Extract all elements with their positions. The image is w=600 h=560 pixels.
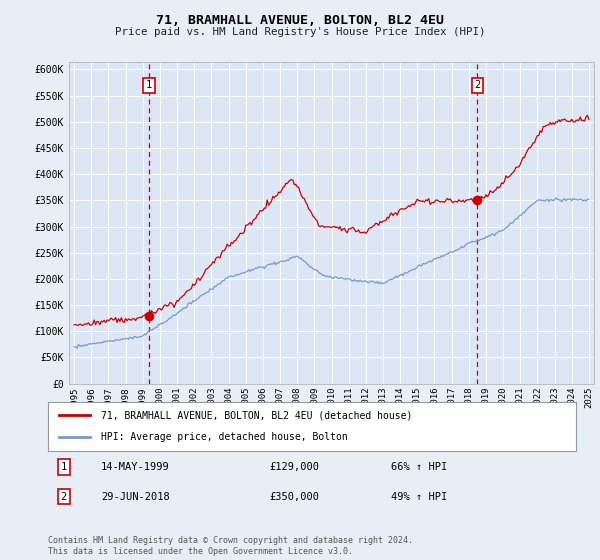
- Text: 2: 2: [474, 80, 481, 90]
- Text: 29-JUN-2018: 29-JUN-2018: [101, 492, 170, 502]
- Text: 66% ↑ HPI: 66% ↑ HPI: [391, 462, 448, 472]
- Text: 2: 2: [61, 492, 67, 502]
- Text: £350,000: £350,000: [270, 492, 320, 502]
- Text: Contains HM Land Registry data © Crown copyright and database right 2024.
This d: Contains HM Land Registry data © Crown c…: [48, 536, 413, 556]
- Text: 71, BRAMHALL AVENUE, BOLTON, BL2 4EU (detached house): 71, BRAMHALL AVENUE, BOLTON, BL2 4EU (de…: [101, 410, 412, 421]
- Text: HPI: Average price, detached house, Bolton: HPI: Average price, detached house, Bolt…: [101, 432, 347, 442]
- Text: 1: 1: [146, 80, 152, 90]
- Text: 71, BRAMHALL AVENUE, BOLTON, BL2 4EU: 71, BRAMHALL AVENUE, BOLTON, BL2 4EU: [156, 14, 444, 27]
- Text: 49% ↑ HPI: 49% ↑ HPI: [391, 492, 448, 502]
- Text: £129,000: £129,000: [270, 462, 320, 472]
- Text: 1: 1: [61, 462, 67, 472]
- Text: Price paid vs. HM Land Registry's House Price Index (HPI): Price paid vs. HM Land Registry's House …: [115, 27, 485, 37]
- Text: 14-MAY-1999: 14-MAY-1999: [101, 462, 170, 472]
